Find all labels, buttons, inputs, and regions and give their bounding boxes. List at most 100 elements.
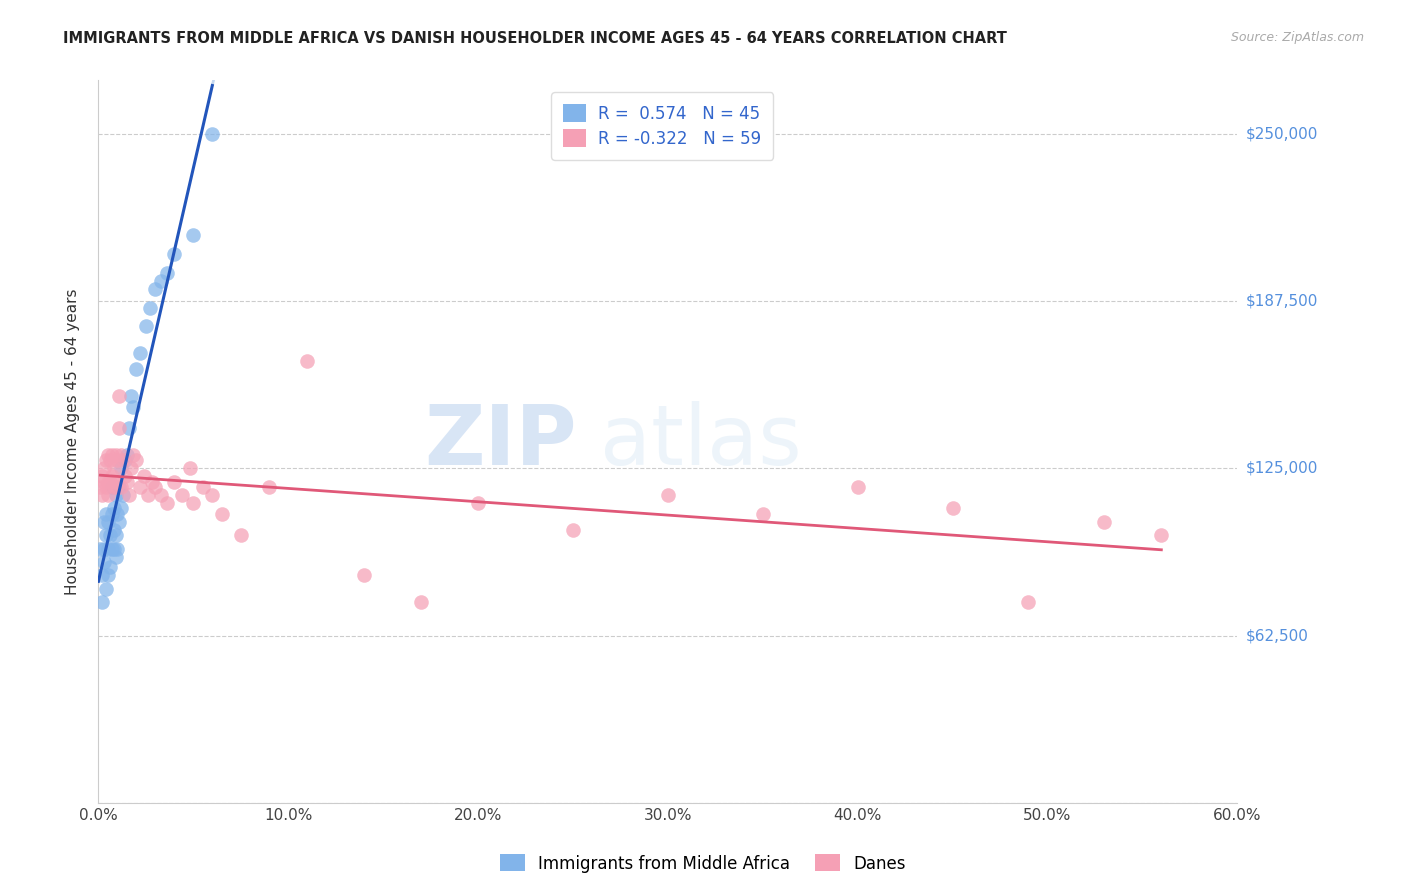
Point [191,480,214,494]
Point [121,400,143,414]
Point [104,488,127,502]
Point [91,568,114,582]
Point [411,595,433,609]
Point [103,461,125,475]
Legend: Immigrants from Middle Africa, Danes: Immigrants from Middle Africa, Danes [494,847,912,880]
Point [104,475,127,489]
Point [103,541,125,556]
Point [120,389,142,403]
Text: $250,000: $250,000 [1246,127,1317,141]
Point [132,469,155,483]
Point [229,528,252,542]
Point [136,488,159,502]
Point [108,480,131,494]
Point [97,475,120,489]
Point [94,507,117,521]
Point [97,515,120,529]
Point [93,555,115,569]
Point [110,480,132,494]
Point [98,453,121,467]
Point [97,568,120,582]
Point [201,127,224,141]
Point [156,266,179,280]
Point [125,362,148,376]
Point [98,528,121,542]
Point [118,421,141,435]
Point [93,515,115,529]
Point [100,469,122,483]
Point [94,582,117,596]
Point [179,461,201,475]
Point [1018,595,1040,609]
Point [112,453,135,467]
Point [110,461,132,475]
Point [97,488,120,502]
Point [112,488,135,502]
Point [104,528,127,542]
Point [114,453,136,467]
Point [103,501,125,516]
Point [110,448,132,462]
Point [118,488,141,502]
Point [657,488,679,502]
Point [108,515,131,529]
Point [752,507,775,521]
Point [107,480,129,494]
Point [108,389,131,403]
Point [107,541,129,556]
Point [150,274,173,288]
Text: IMMIGRANTS FROM MIDDLE AFRICA VS DANISH HOUSEHOLDER INCOME AGES 45 - 64 YEARS CO: IMMIGRANTS FROM MIDDLE AFRICA VS DANISH … [63,31,1007,46]
Point [259,480,281,494]
Point [129,346,152,360]
Text: atlas: atlas [599,401,801,482]
Point [110,501,132,516]
Point [562,523,585,537]
Point [150,488,173,502]
Point [107,453,129,467]
Text: $62,500: $62,500 [1246,628,1309,643]
Point [97,448,120,462]
Point [297,354,319,368]
Point [942,501,965,516]
Point [89,480,111,494]
Point [145,480,167,494]
Legend: R =  0.574   N = 45, R = -0.322   N = 59: R = 0.574 N = 45, R = -0.322 N = 59 [551,92,773,160]
Point [467,496,489,510]
Point [104,549,127,564]
Point [115,448,138,462]
Point [156,496,179,510]
Point [93,541,115,556]
Point [211,507,233,521]
Point [93,461,115,475]
Point [100,448,122,462]
Point [91,469,114,483]
Point [89,541,111,556]
Point [1150,528,1173,542]
Point [141,475,163,489]
Point [1094,515,1116,529]
Point [129,480,152,494]
Text: ZIP: ZIP [425,401,576,482]
Point [93,475,115,489]
Point [98,475,121,489]
Point [353,568,375,582]
Point [115,475,138,489]
Text: Source: ZipAtlas.com: Source: ZipAtlas.com [1230,31,1364,45]
Point [163,247,186,261]
Point [100,507,122,521]
Point [94,480,117,494]
Point [97,541,120,556]
Text: $125,000: $125,000 [1246,461,1317,475]
Point [183,228,205,243]
Point [103,523,125,537]
Point [103,480,125,494]
Point [100,480,122,494]
Point [104,448,127,462]
Point [121,448,143,462]
Point [108,421,131,435]
Point [91,488,114,502]
Point [100,541,122,556]
Point [125,453,148,467]
Point [138,301,160,315]
Point [201,488,224,502]
